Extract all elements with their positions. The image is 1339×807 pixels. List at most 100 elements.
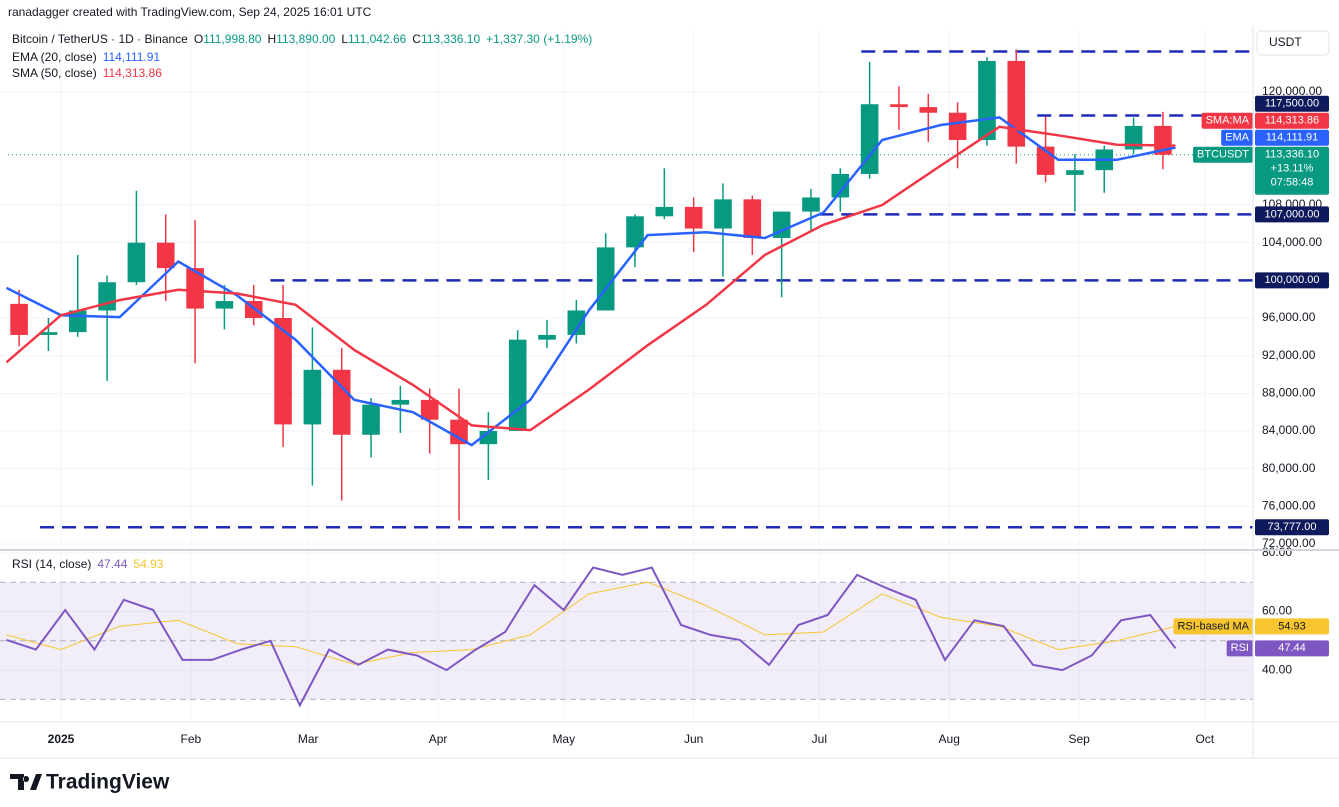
y-tick-label: 72,000.00 <box>1262 536 1316 550</box>
candle-body <box>156 242 175 269</box>
candle-body <box>1066 170 1084 175</box>
legend: EMA (20, close) 114,111.91 <box>12 50 160 64</box>
currency: USDT <box>1269 35 1302 49</box>
candle-body <box>978 60 996 141</box>
price-tag <box>1255 519 1329 536</box>
legend: RSI (14, close) 47.44 54.93 <box>12 557 164 571</box>
axis-layer: 120,000.00108,000.00104,000.0096,000.009… <box>1256 30 1330 550</box>
legend-item: 113,890.00 <box>276 32 335 46</box>
candle-body <box>274 318 292 425</box>
candle-body <box>127 242 146 283</box>
candle-body <box>39 332 58 335</box>
price-tag-value: 100,000.00 <box>1264 274 1319 286</box>
candle-body <box>831 173 850 198</box>
candle-body <box>332 369 351 435</box>
tag-name: EMA <box>1225 132 1250 144</box>
brand-logo: TradingView <box>10 771 170 794</box>
price-tag <box>1255 146 1329 195</box>
y-tick-label: 80.00 <box>1262 545 1292 559</box>
y-tick-label: 80,000.00 <box>1262 461 1316 475</box>
tag-name-box <box>1173 618 1253 635</box>
x-tick-label: Sep <box>1068 732 1090 746</box>
grid-layer <box>0 552 1253 722</box>
price-tag <box>1255 112 1329 129</box>
brand-name: TradingView <box>46 771 170 794</box>
candle-body <box>215 301 234 309</box>
legend-item: 113,336.10 <box>421 32 480 46</box>
price-tag-value: 107,000.00 <box>1264 208 1319 220</box>
candle-body <box>684 206 703 229</box>
legend-item: C <box>412 32 421 46</box>
y-tick-label: 76,000.00 <box>1262 499 1316 513</box>
price-tag-value: 117,500.00 <box>1265 98 1319 110</box>
price-tag-value: 114,313.86 <box>1265 115 1319 127</box>
tag-layer: 117,500.00 114,313.86 SMA:MA 114,111.91 EMA 1… <box>1193 95 1329 536</box>
price-tag <box>1255 640 1329 657</box>
tag-name-box <box>1201 112 1253 129</box>
x-tick-label: Mar <box>298 732 319 746</box>
candle-body <box>948 112 967 141</box>
x-tick-label: Jun <box>684 732 703 746</box>
legend-item: 111,042.66 <box>348 32 407 46</box>
candle-body <box>596 247 615 311</box>
plot-layer <box>5 49 1253 529</box>
price-tag-info: 07:58:48 <box>1271 177 1314 189</box>
candle-body <box>98 282 116 311</box>
price-tag <box>1255 95 1329 112</box>
candle-body <box>391 399 410 405</box>
candle-body <box>919 107 938 113</box>
price-tag <box>1255 129 1329 146</box>
legend: Bitcoin / TetherUS · 1D · Binance O111,99… <box>12 32 592 46</box>
legend: SMA (50, close) 114,313.86 <box>12 66 162 80</box>
plot-layer <box>0 566 1253 708</box>
candle-body <box>860 104 879 174</box>
x-tick-label: Oct <box>1195 732 1214 746</box>
tag-name-box <box>1221 129 1253 146</box>
legend-item: H <box>267 32 276 46</box>
legend-item: Bitcoin / TetherUS · 1D · Binance <box>12 32 188 46</box>
tag-name: RSI-based MA <box>1177 620 1249 632</box>
price-tag-info: +13.11% <box>1271 163 1314 175</box>
candle-body <box>362 404 380 435</box>
legend-item: 114,313.86 <box>103 66 162 80</box>
legend-item: EMA (20, close) <box>12 50 97 64</box>
x-tick-label: May <box>552 732 575 746</box>
legend-item: O <box>194 32 203 46</box>
price-tag <box>1255 272 1329 289</box>
y-tick-label: 120,000.00 <box>1262 84 1322 98</box>
price-tag-value: 54.93 <box>1278 620 1306 632</box>
legend-item: 47.44 <box>97 557 127 571</box>
candle-body <box>303 369 322 425</box>
legend-item: +1,337.30 (+1.19%) <box>486 32 592 46</box>
series-line <box>6 581 1176 665</box>
x-tick-label: Feb <box>181 732 202 746</box>
candle-body <box>714 199 732 229</box>
series-line <box>5 116 1176 447</box>
x-tick-label: 2025 <box>48 732 75 746</box>
candle-body <box>655 206 674 217</box>
logo-mark <box>10 774 42 790</box>
price-tag <box>1255 206 1329 223</box>
legend-item: SMA (50, close) <box>12 66 97 80</box>
y-tick-label: 104,000.00 <box>1262 235 1322 249</box>
currency-box <box>1256 30 1330 56</box>
price-tag-value: 47.44 <box>1278 642 1306 654</box>
x-tick-label: Apr <box>429 732 448 746</box>
tag-name-box <box>1193 146 1253 163</box>
y-tick-label: 92,000.00 <box>1262 348 1316 362</box>
candle-body <box>186 268 204 309</box>
candle-body <box>802 197 820 212</box>
candle-body <box>890 104 908 108</box>
candle-body <box>567 310 586 335</box>
y-tick-label: 88,000.00 <box>1262 386 1316 400</box>
y-tick-label: 60.00 <box>1262 604 1292 618</box>
y-tick-label: 40.00 <box>1262 662 1292 676</box>
price-tag-value: 113,336.10 <box>1265 149 1319 161</box>
price-tag <box>1255 618 1329 635</box>
credit: ranadagger created with TradingView.com,… <box>8 5 372 19</box>
y-tick-label: 84,000.00 <box>1262 423 1316 437</box>
tag-layer: 54.93 RSI-based MA 47.44 RSI <box>1173 618 1329 657</box>
tag-name: SMA:MA <box>1206 115 1250 127</box>
